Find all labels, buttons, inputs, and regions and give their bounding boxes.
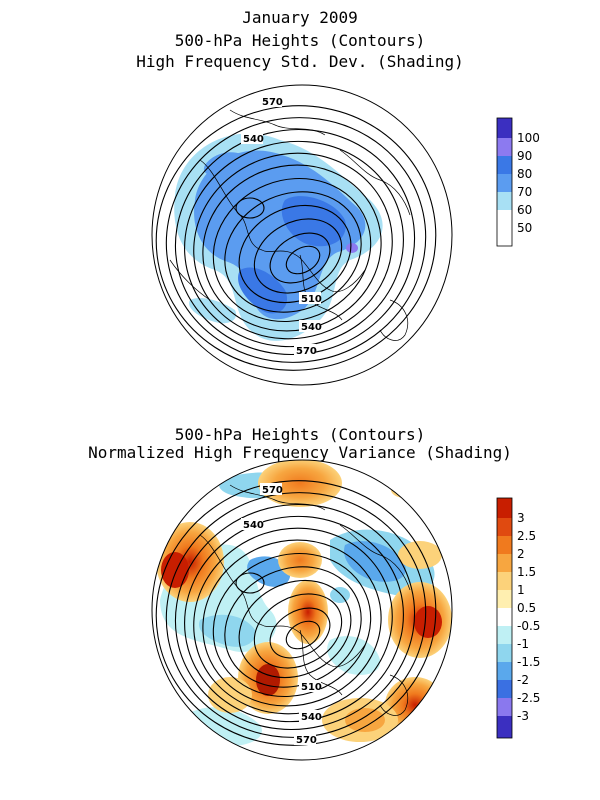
bottom-colorbar-swatch-2 [497, 518, 512, 536]
top-std-dev-shading [174, 133, 383, 341]
top-colorbar-swatch-50 [497, 210, 512, 246]
bottom-colorbar-swatch-5 [497, 572, 512, 590]
bottom-colorbar-swatch-10 [497, 662, 512, 680]
top-colorbar-label-100: 100 [517, 131, 540, 145]
top-colorbar: 100 90 80 70 60 50 [496, 117, 540, 247]
top-contour-label-540-north: 540 [243, 134, 264, 145]
bottom-colorbar-swatch-12 [497, 698, 512, 716]
bottom-colorbar-swatch-7 [497, 608, 512, 626]
top-contour-label-570-south: 570 [296, 346, 317, 357]
bottom-colorbar-swatch-3 [497, 536, 512, 554]
bottom-contour-label-510: 510 [301, 682, 322, 693]
top-colorbar-swatch-70 [497, 174, 512, 192]
bottom-colorbar-swatch-6 [497, 590, 512, 608]
top-colorbar-swatch-100 [497, 118, 512, 138]
top-contour-labels: 570 540 510 540 570 [241, 95, 322, 357]
top-colorbar-label-50: 50 [517, 221, 532, 235]
bottom-contour-label-540-north: 540 [243, 520, 264, 531]
bottom-colorbar-swatch-9 [497, 644, 512, 662]
bottom-colorbar-swatch-1 [497, 498, 512, 518]
top-contour-label-540-south: 540 [301, 322, 322, 333]
bottom-colorbar-label-neg-1: -1 [517, 637, 529, 651]
bottom-colorbar-swatch-4 [497, 554, 512, 572]
top-title-line-2: 500-hPa Heights (Contours) [174, 31, 426, 50]
bottom-title-line-1: 500-hPa Heights (Contours) [174, 425, 426, 444]
top-colorbar-swatch-60 [497, 192, 512, 210]
bottom-colorbar-label-0-5: 0.5 [517, 601, 536, 615]
bottom-colorbar-swatch-11 [497, 680, 512, 698]
bottom-colorbar-label-neg-1-5: -1.5 [517, 655, 540, 669]
bottom-map: 570 540 510 540 570 [151, 459, 453, 761]
top-colorbar-label-60: 60 [517, 203, 532, 217]
bottom-colorbar-label-neg-3: -3 [517, 709, 529, 723]
top-colorbar-label-90: 90 [517, 149, 532, 163]
top-title-line-1: January 2009 [242, 8, 358, 27]
bottom-colorbar-label-neg-2: -2 [517, 673, 529, 687]
bottom-height-contours [155, 480, 437, 746]
bottom-colorbar-label-neg-2-5: -2.5 [517, 691, 540, 705]
bottom-contour-label-540-south: 540 [301, 712, 322, 723]
top-colorbar-swatch-80 [497, 156, 512, 174]
top-map: 570 540 510 540 570 [151, 84, 453, 386]
bottom-title-line-2: Normalized High Frequency Variance (Shad… [88, 443, 512, 462]
top-colorbar-swatch-90 [497, 138, 512, 156]
bottom-contour-label-570-north: 570 [262, 485, 283, 496]
bottom-colorbar-label-3: 3 [517, 511, 525, 525]
bottom-contour-label-570-south: 570 [296, 735, 317, 746]
bottom-map-border [151, 459, 453, 761]
top-map-border [151, 84, 453, 386]
top-contour-label-570-north: 570 [262, 97, 283, 108]
bottom-colorbar-label-1: 1 [517, 583, 525, 597]
top-title-line-3: High Frequency Std. Dev. (Shading) [136, 52, 464, 71]
top-contour-label-510: 510 [301, 294, 322, 305]
bottom-colorbar-label-2: 2 [517, 547, 525, 561]
bottom-colorbar-swatch-8 [497, 626, 512, 644]
bottom-contour-labels: 570 540 510 540 570 [241, 483, 322, 746]
bottom-colorbar-swatch-13 [497, 716, 512, 738]
top-colorbar-label-80: 80 [517, 167, 532, 181]
bottom-colorbar-label-neg-0-5: -0.5 [517, 619, 540, 633]
bottom-colorbar: 3 2.5 2 1.5 1 0.5 -0.5 -1 -1.5 -2 -2.5 -… [496, 497, 540, 739]
bottom-colorbar-label-2-5: 2.5 [517, 529, 536, 543]
top-colorbar-label-70: 70 [517, 185, 532, 199]
bottom-colorbar-label-1-5: 1.5 [517, 565, 536, 579]
